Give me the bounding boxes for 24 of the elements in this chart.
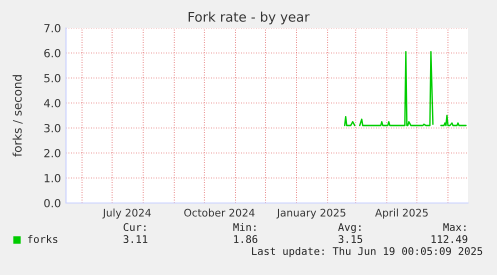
x-tick-label: July 2024 [102, 208, 151, 219]
chart-title: Fork rate - by year [188, 12, 310, 24]
text: 3.11 [124, 235, 148, 244]
text: 1.86 [234, 235, 258, 244]
text: 112.49 [432, 235, 468, 244]
y-tick-label: 2.0 [44, 148, 60, 158]
y-tick-label: 4.0 [44, 98, 60, 108]
x-tick-label: January 2025 [276, 208, 346, 219]
y-tick-label: 1.0 [44, 174, 60, 182]
x-tick-label: April 2025 [375, 208, 428, 219]
legend-label: forks [28, 234, 58, 244]
text: Last update: Thu Jun 19 00:05:09 2025 [252, 246, 482, 258]
text: Cur: [124, 223, 146, 232]
text: 3.15 [338, 235, 362, 244]
y-tick-label: 7.0 [44, 24, 60, 32]
y-tick-label: 5.0 [44, 74, 60, 82]
y-axis-title: forks / second [12, 75, 23, 157]
text: Max: [443, 223, 466, 232]
y-tick-label: 3.0 [44, 124, 60, 132]
text: Avg: [338, 223, 360, 234]
text: Min: [233, 222, 256, 231]
x-tick-label: October 2024 [184, 208, 255, 217]
y-tick-label: 6.0 [44, 48, 60, 58]
y-tick-label: 0.0 [44, 198, 60, 208]
